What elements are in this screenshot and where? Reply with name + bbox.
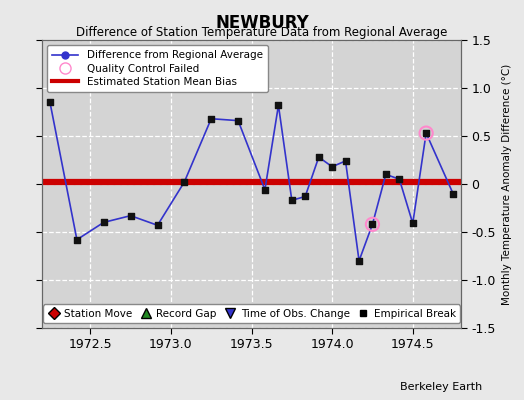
Point [355, 258, 363, 264]
Point [328, 164, 336, 170]
Text: Berkeley Earth: Berkeley Earth [400, 382, 482, 392]
Point [422, 130, 430, 136]
Point [449, 190, 457, 197]
Point [368, 221, 377, 228]
Point [368, 221, 377, 228]
Point [288, 197, 296, 204]
Point [207, 116, 215, 122]
Point [341, 158, 350, 164]
Legend: Station Move, Record Gap, Time of Obs. Change, Empirical Break: Station Move, Record Gap, Time of Obs. C… [43, 304, 460, 323]
Point [180, 179, 189, 185]
Point [409, 220, 417, 226]
Text: NEWBURY: NEWBURY [215, 14, 309, 32]
Point [261, 186, 269, 193]
Y-axis label: Monthly Temperature Anomaly Difference (°C): Monthly Temperature Anomaly Difference (… [501, 63, 511, 305]
Point [126, 212, 135, 219]
Point [154, 222, 162, 228]
Point [100, 219, 108, 226]
Point [301, 193, 309, 200]
Point [395, 176, 403, 182]
Point [234, 118, 242, 124]
Point [274, 102, 282, 108]
Text: Difference of Station Temperature Data from Regional Average: Difference of Station Temperature Data f… [77, 26, 447, 39]
Point [73, 236, 81, 243]
Point [422, 130, 430, 136]
Point [381, 171, 390, 178]
Point [46, 99, 54, 106]
Point [314, 154, 323, 160]
